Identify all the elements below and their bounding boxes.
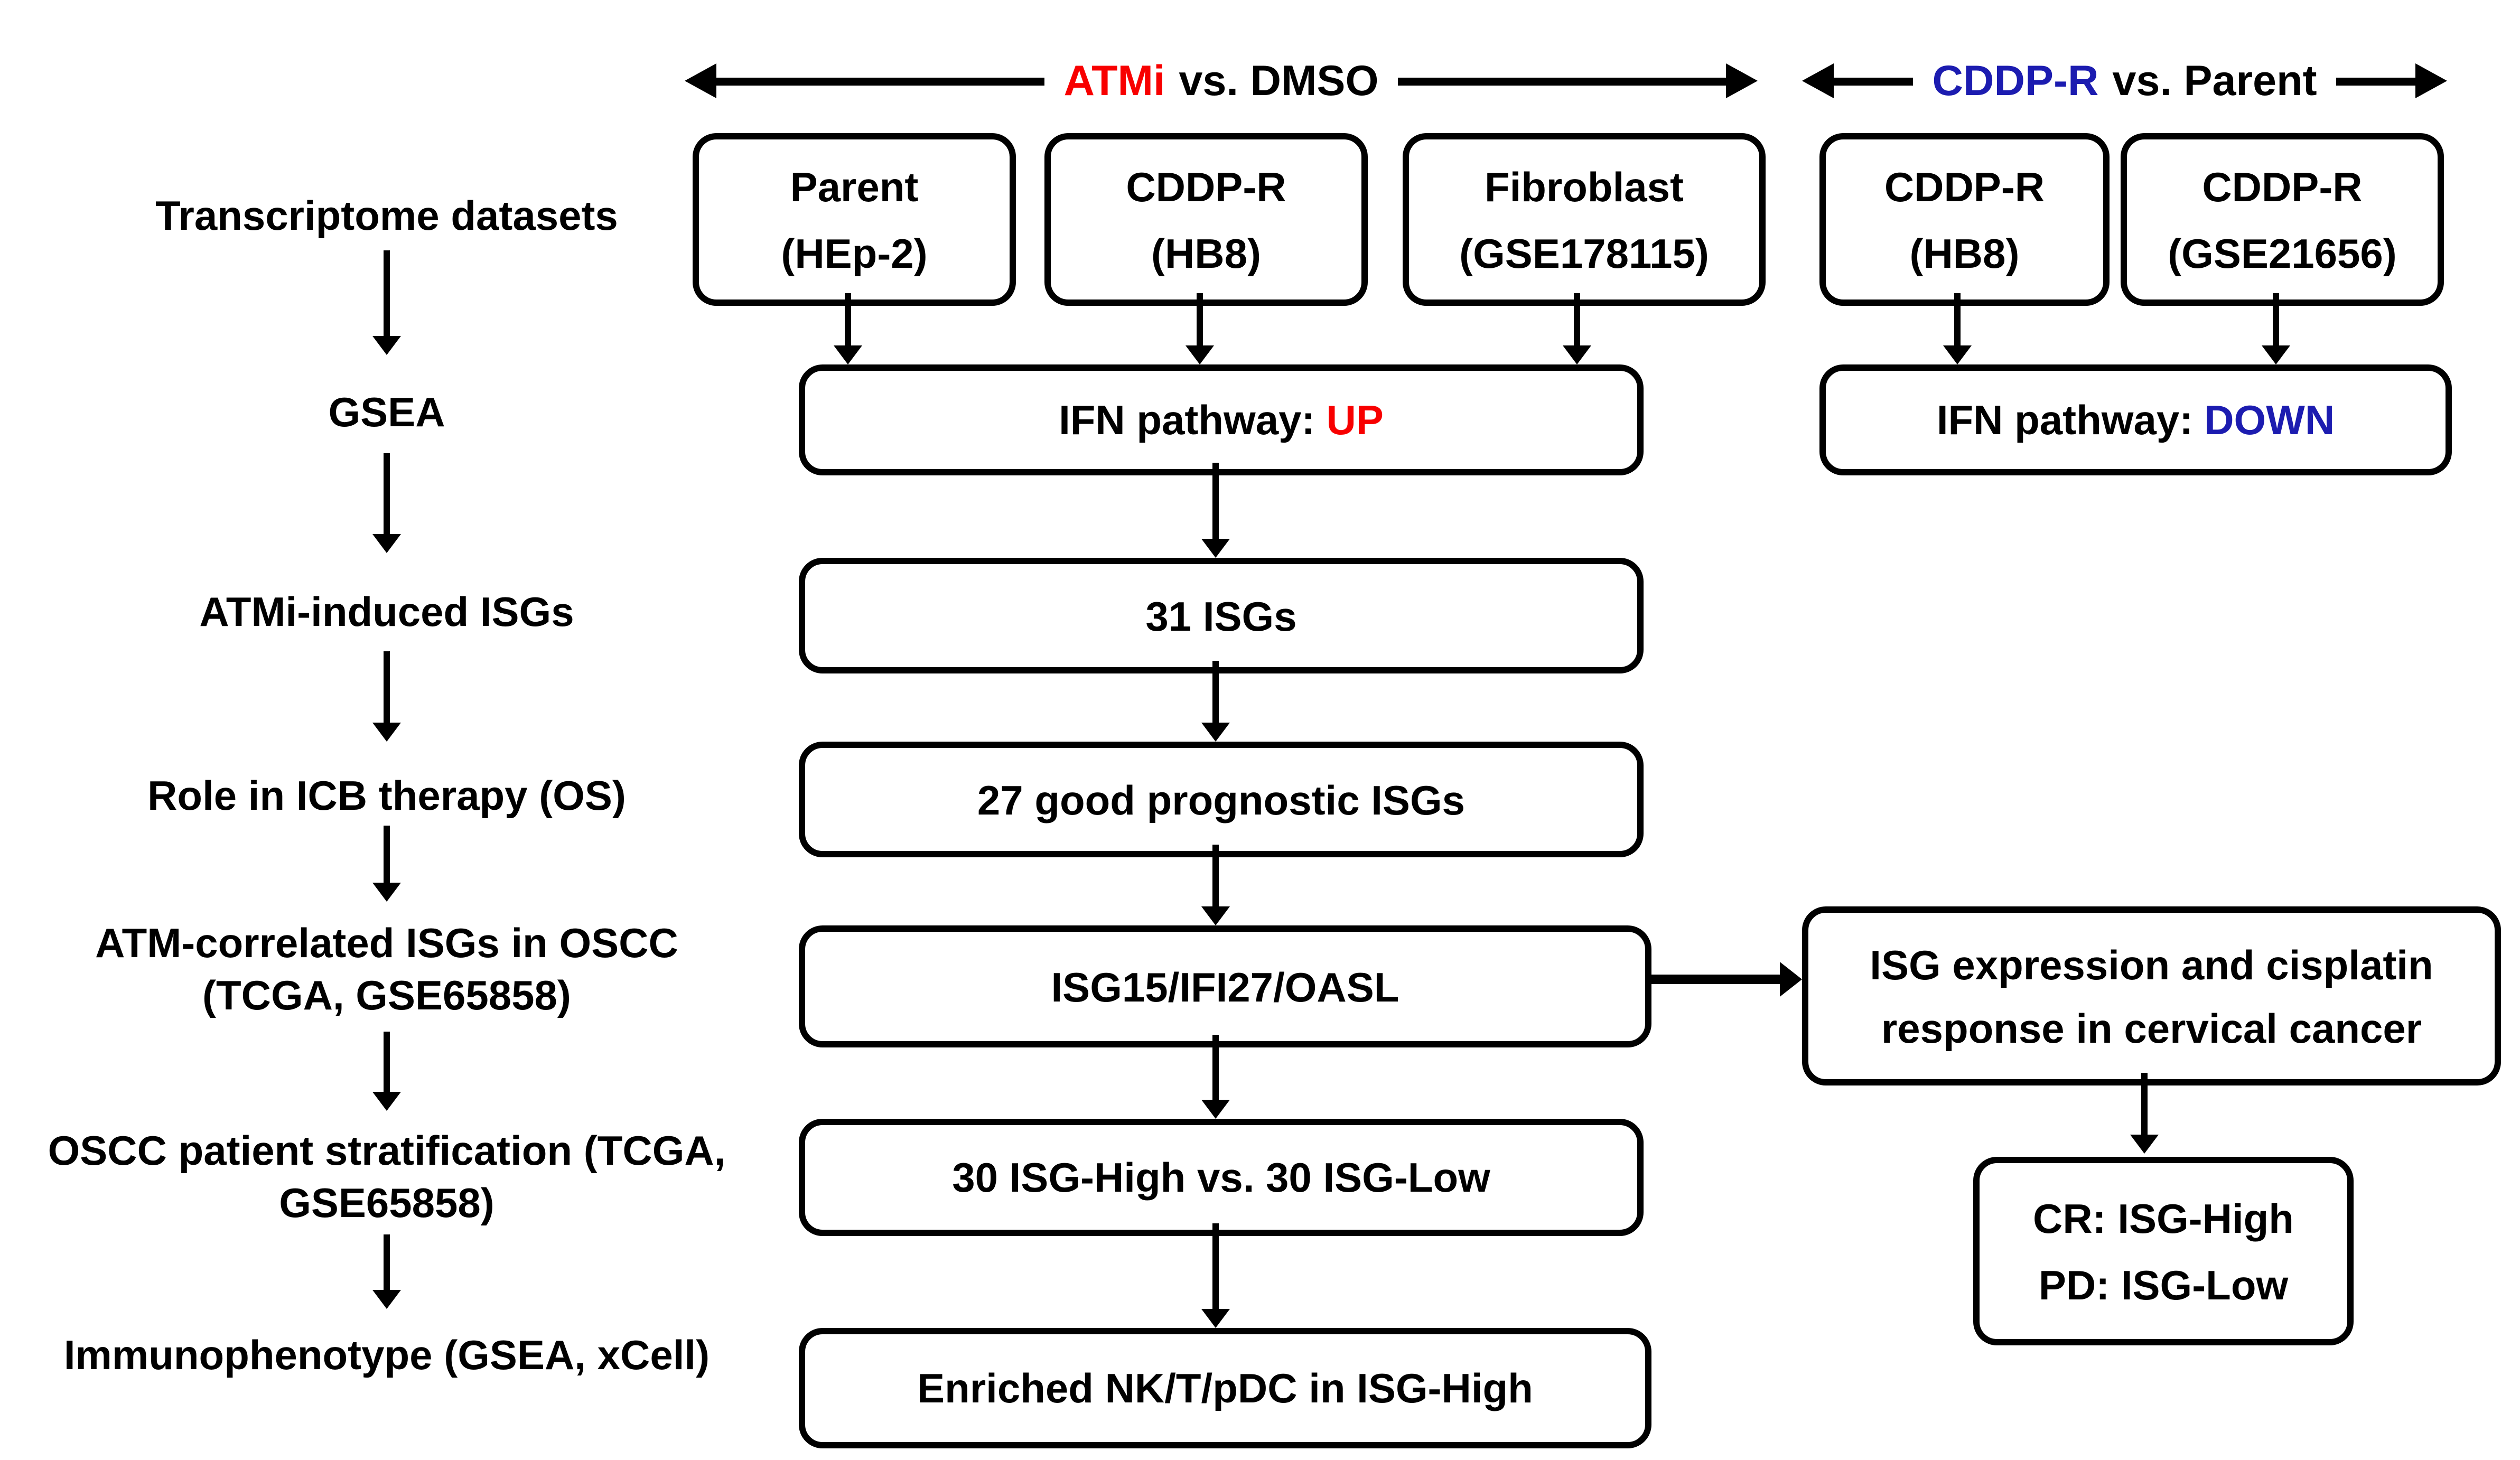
arrowhead-right-icon <box>2415 63 2448 98</box>
dataset-box-line2: (GSE178115) <box>1459 229 1709 277</box>
dataset-box-line1: CDDP-R <box>1884 162 2045 210</box>
flow-box-cervical-cancer: ISG expression and cisplatin response in… <box>1802 906 2501 1085</box>
arrow-line <box>2336 77 2416 85</box>
dataset-box-cddpr-hb8-right: CDDP-R (HB8) <box>1819 133 2110 306</box>
dataset-box-cddpr-gse21656: CDDP-R (GSE21656) <box>2121 133 2444 306</box>
dataset-box-line2: (HB8) <box>1909 229 2020 277</box>
flow-box-cr-pd-response: CR: ISG-High PD: ISG-Low <box>1973 1157 2354 1345</box>
dataset-box-fibroblast: Fibroblast (GSE178115) <box>1403 133 1766 306</box>
arrow-line <box>1397 77 1726 85</box>
flow-box-enriched-nk-t-pdc: Enriched NK/T/pDC in ISG-High <box>799 1328 1651 1448</box>
cervical-line1: ISG expression and cisplatin <box>1870 940 2433 988</box>
left-label-line: ATM-correlated ISGs in OSCC <box>95 919 678 967</box>
arrowhead-left-icon <box>1802 63 1834 98</box>
flow-box-label: 30 ISG-High vs. 30 ISG-Low <box>952 1154 1490 1201</box>
left-label-line: (TCGA, GSE65858) <box>202 971 571 1019</box>
dataset-box-line2: (GSE21656) <box>2168 229 2397 277</box>
header-atmi-vs-dmso: ATMi vs. DMSO <box>685 57 1758 105</box>
ifn-down-status: DOWN <box>2204 396 2335 444</box>
ifn-up-status: UP <box>1326 396 1384 444</box>
flow-box-label: 31 ISGs <box>1145 592 1297 640</box>
left-label-oscc-stratification: OSCC patient stratification (TCGA, GSE65… <box>38 1125 735 1230</box>
ifn-up-prefix: IFN pathway: <box>1059 396 1315 444</box>
dataset-box-line1: Parent <box>790 162 919 210</box>
cervical-line2: response in cervical cancer <box>1881 1004 2422 1052</box>
flow-box-isg15-ifi27-oasl: ISG15/IFI27/OASL <box>799 925 1651 1047</box>
arrow-line <box>716 77 1045 85</box>
response-line2: PD: ISG-Low <box>2038 1260 2289 1308</box>
header-atmi-highlight: ATMi <box>1063 56 1165 104</box>
left-label-atmi-induced-isgs: ATMi-induced ISGs <box>38 588 735 635</box>
dataset-box-parent-hep2: Parent (HEp-2) <box>693 133 1016 306</box>
flow-box-label: ISG15/IFI27/OASL <box>1051 962 1399 1010</box>
dataset-box-line1: Fibroblast <box>1484 162 1684 210</box>
header-cddpr-highlight: CDDP-R <box>1932 56 2099 104</box>
ifn-up-text: IFN pathway: UP <box>1059 395 1384 445</box>
flow-box-ifn-down: IFN pathway: DOWN <box>1819 364 2452 475</box>
flow-box-label: Enriched NK/T/pDC in ISG-High <box>917 1364 1533 1412</box>
ifn-down-prefix: IFN pathway: <box>1936 396 2194 444</box>
flow-box-label: 27 good prognostic ISGs <box>977 775 1466 823</box>
left-label-transcriptome-datasets: Transcriptome datasets <box>38 192 735 239</box>
left-label-role-icb-therapy: Role in ICB therapy (OS) <box>38 772 735 819</box>
response-line1: CR: ISG-High <box>2033 1194 2294 1242</box>
dataset-box-line1: CDDP-R <box>1126 162 1286 210</box>
dataset-box-cddpr-hb8: CDDP-R (HB8) <box>1044 133 1368 306</box>
dataset-box-line2: (HB8) <box>1151 229 1262 277</box>
left-label-line: Immunophenotype <box>63 1331 433 1379</box>
flow-box-ifn-up: IFN pathway: UP <box>799 364 1644 475</box>
flow-box-isg-high-vs-low: 30 ISG-High vs. 30 ISG-Low <box>799 1119 1644 1236</box>
left-label-line: (TCGA, GSE65858) <box>279 1127 726 1227</box>
left-label-immunophenotype: Immunophenotype (GSEA, xCell) <box>38 1330 735 1382</box>
left-label-line: GSEA <box>328 388 445 436</box>
left-label-atm-correlated-isgs: ATM-correlated ISGs in OSCC (TCGA, GSE65… <box>38 918 735 1022</box>
header-cddpr-rest: vs. Parent <box>2112 56 2317 104</box>
arrowhead-right-icon <box>1726 63 1758 98</box>
left-label-gsea: GSEA <box>38 388 735 436</box>
flow-box-31-isgs: 31 ISGs <box>799 558 1644 673</box>
arrowhead-left-icon <box>685 63 716 98</box>
header-atmi-label: ATMi vs. DMSO <box>1045 57 1398 106</box>
header-cddpr-label: CDDP-R vs. Parent <box>1913 57 2336 106</box>
left-label-line: (GSEA, xCell) <box>444 1331 710 1379</box>
left-label-line: ATMi-induced ISGs <box>199 588 574 635</box>
arrow-line <box>1834 77 1914 85</box>
ifn-down-text: IFN pathway: DOWN <box>1937 395 2335 445</box>
header-atmi-rest: vs. DMSO <box>1179 56 1379 104</box>
flow-box-27-prognostic-isgs: 27 good prognostic ISGs <box>799 742 1644 857</box>
dataset-box-line1: CDDP-R <box>2202 162 2363 210</box>
dataset-box-line2: (HEp-2) <box>781 229 928 277</box>
header-cddpr-vs-parent: CDDP-R vs. Parent <box>1802 57 2448 106</box>
left-label-line: Role in ICB therapy (OS) <box>147 772 626 819</box>
left-label-line: Transcriptome datasets <box>155 192 618 239</box>
left-label-line: OSCC patient stratification <box>48 1127 573 1174</box>
